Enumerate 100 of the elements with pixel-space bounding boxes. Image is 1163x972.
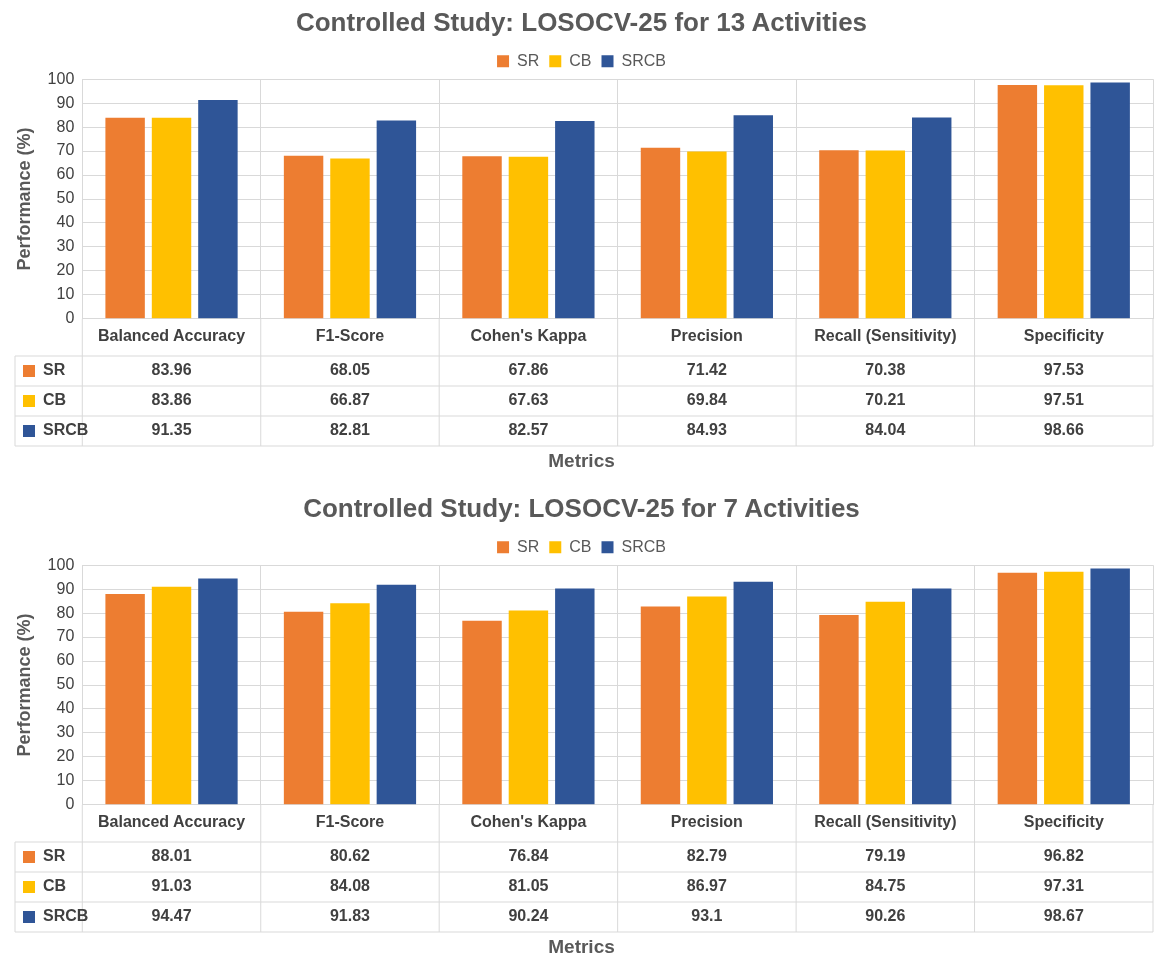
bar (462, 620, 502, 805)
y-tick-label: 90 (56, 93, 75, 111)
y-tick-label: 10 (56, 771, 75, 789)
bar (997, 572, 1038, 805)
data-label: 98.67 (1043, 907, 1084, 925)
x-tick-label: Balanced Accuracy (98, 326, 246, 344)
data-label: 69.84 (686, 391, 727, 409)
y-tick-label: 20 (56, 747, 75, 765)
bar (997, 85, 1038, 319)
bar (1044, 571, 1084, 805)
data-label: 68.05 (329, 361, 371, 379)
bar (640, 606, 681, 805)
data-label: 93.1 (691, 907, 723, 925)
chart-title: Controlled Study: LOSOCV-25 for 7 Activities (303, 492, 860, 523)
data-label: 91.35 (151, 421, 192, 439)
legend-label: CB (569, 537, 592, 555)
data-label: 90.24 (508, 907, 549, 925)
y-axis-title: Performance (%) (13, 127, 34, 271)
y-tick-label: 0 (65, 795, 75, 813)
x-tick-label: Precision (670, 812, 743, 830)
y-tick-label: 70 (56, 141, 75, 159)
bar (508, 156, 549, 319)
data-label: 94.47 (151, 907, 192, 925)
data-label: 86.97 (686, 877, 727, 895)
text: CB (43, 391, 67, 409)
bar (1044, 85, 1084, 319)
data-label: 67.86 (508, 361, 549, 379)
y-tick-label: 30 (56, 723, 75, 741)
bar (330, 158, 370, 319)
x-axis-title: Metrics (547, 936, 616, 958)
data-label: 84.04 (865, 421, 906, 439)
x-tick-label: Specificity (1023, 326, 1104, 344)
data-label: 67.63 (508, 391, 549, 409)
data-label: 76.84 (508, 847, 549, 865)
bar (198, 578, 238, 805)
legend-label: SR (517, 51, 540, 69)
bar (733, 581, 773, 805)
data-label: 96.82 (1043, 847, 1084, 865)
text: SR (43, 361, 66, 379)
data-label: 70.21 (865, 391, 906, 409)
data-label: 79.19 (865, 847, 906, 865)
bar (912, 588, 952, 805)
bar (283, 611, 324, 805)
y-tick-label: 40 (56, 699, 75, 717)
text: SRCB (43, 421, 89, 439)
text: SRCB (43, 907, 89, 925)
y-tick-label: 40 (56, 213, 75, 231)
y-tick-label: 30 (56, 237, 75, 255)
data-label: 84.08 (329, 877, 371, 895)
x-tick-label: Cohen's Kappa (470, 326, 587, 344)
y-tick-label: 10 (56, 285, 75, 303)
data-label: 84.75 (865, 877, 906, 895)
text: CB (43, 877, 67, 895)
x-tick-label: Recall (Sensitivity) (814, 326, 957, 344)
bar (733, 115, 773, 319)
data-label: 97.51 (1043, 391, 1084, 409)
data-label: 97.53 (1043, 361, 1084, 379)
x-tick-label: Specificity (1023, 812, 1104, 830)
legend-label: SR (517, 537, 540, 555)
bar (376, 584, 417, 805)
x-tick-label: Cohen's Kappa (470, 812, 587, 830)
x-tick-label: Recall (Sensitivity) (814, 812, 957, 830)
data-label: 82.57 (508, 421, 549, 439)
data-label: 81.05 (508, 877, 549, 895)
bar (640, 147, 681, 319)
data-label: 70.38 (865, 361, 906, 379)
bar (687, 596, 727, 805)
y-tick-label: 90 (56, 579, 75, 597)
bar (555, 120, 595, 319)
x-tick-label: F1-Score (315, 812, 385, 830)
data-label: 91.83 (329, 907, 371, 925)
y-tick-label: 50 (56, 675, 75, 693)
x-tick-label: F1-Score (315, 326, 385, 344)
data-label: 98.66 (1043, 421, 1084, 439)
data-label: 88.01 (151, 847, 192, 865)
legend-label: CB (569, 51, 592, 69)
bar (151, 117, 192, 319)
bar (462, 156, 502, 319)
y-tick-label: 80 (56, 117, 75, 135)
data-label: 66.87 (329, 391, 371, 409)
y-tick-label: 20 (56, 261, 75, 279)
x-axis-title: Metrics (547, 450, 616, 472)
bar (1090, 568, 1130, 805)
y-tick-label: 60 (56, 651, 75, 669)
bar (330, 603, 370, 805)
bar (198, 99, 238, 319)
bar (819, 615, 859, 805)
legend-label: SRCB (621, 51, 666, 69)
y-tick-label: 50 (56, 189, 75, 207)
y-tick-label: 80 (56, 603, 75, 621)
bar (376, 120, 417, 319)
bar (687, 151, 727, 319)
bar (105, 117, 145, 319)
data-label: 80.62 (329, 847, 371, 865)
y-tick-label: 60 (56, 165, 75, 183)
data-label: 82.79 (686, 847, 727, 865)
bar (283, 155, 324, 319)
y-tick-label: 100 (47, 555, 75, 573)
y-axis-title: Performance (%) (13, 613, 34, 757)
bar (1090, 82, 1130, 319)
